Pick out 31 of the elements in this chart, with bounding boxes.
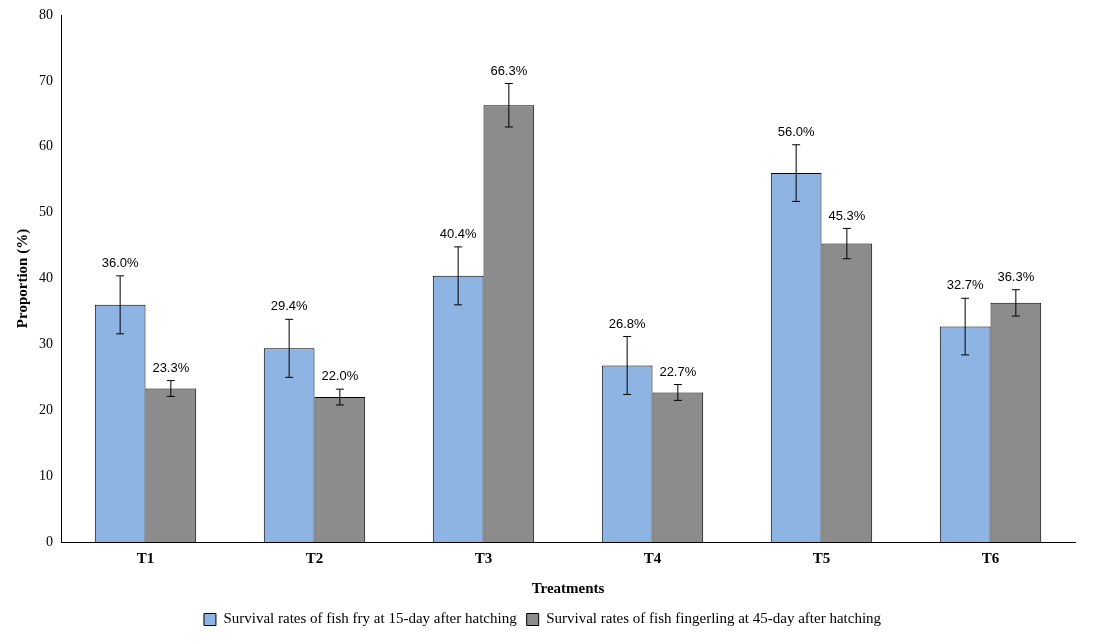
data-label: 29.4% — [270, 298, 309, 314]
y-axis-title: Proportion (%) — [13, 228, 31, 329]
data-label: 23.3% — [152, 359, 190, 375]
x-tick-label: T2 — [305, 549, 324, 566]
y-tick-label: 80 — [39, 6, 53, 22]
y-tick-label: 30 — [39, 336, 53, 352]
data-label: 56.0% — [777, 123, 816, 139]
data-label: 22.0% — [321, 368, 359, 384]
data-label: 26.8% — [608, 315, 647, 331]
y-tick-label: 50 — [39, 204, 53, 220]
data-label: 45.3% — [828, 207, 866, 223]
y-tick-label: 20 — [39, 401, 53, 417]
x-tick-label: T6 — [981, 549, 1000, 566]
data-label: 40.4% — [439, 225, 478, 241]
data-label: 36.3% — [997, 268, 1035, 284]
y-tick-label: 60 — [39, 138, 53, 154]
data-label: 66.3% — [490, 62, 528, 78]
y-tick-label: 70 — [39, 72, 53, 88]
x-tick-label: T5 — [812, 549, 831, 566]
y-tick-label: 40 — [39, 270, 53, 286]
legend-label: Survival rates of fish fry at 15-day after hatching — [223, 610, 518, 627]
x-tick-label: T4 — [643, 549, 662, 566]
x-axis-title: Treatments — [531, 579, 605, 596]
y-tick-label: 0 — [46, 533, 53, 549]
data-label: 32.7% — [946, 277, 985, 293]
x-tick-label: T1 — [136, 549, 155, 566]
data-label: 36.0% — [101, 254, 140, 270]
legend-label: Survival rates of fish fingerling at 45-day after hatching — [546, 610, 882, 627]
x-tick-label: T3 — [474, 549, 493, 566]
data-label: 22.7% — [659, 363, 697, 379]
y-tick-label: 10 — [39, 467, 53, 483]
